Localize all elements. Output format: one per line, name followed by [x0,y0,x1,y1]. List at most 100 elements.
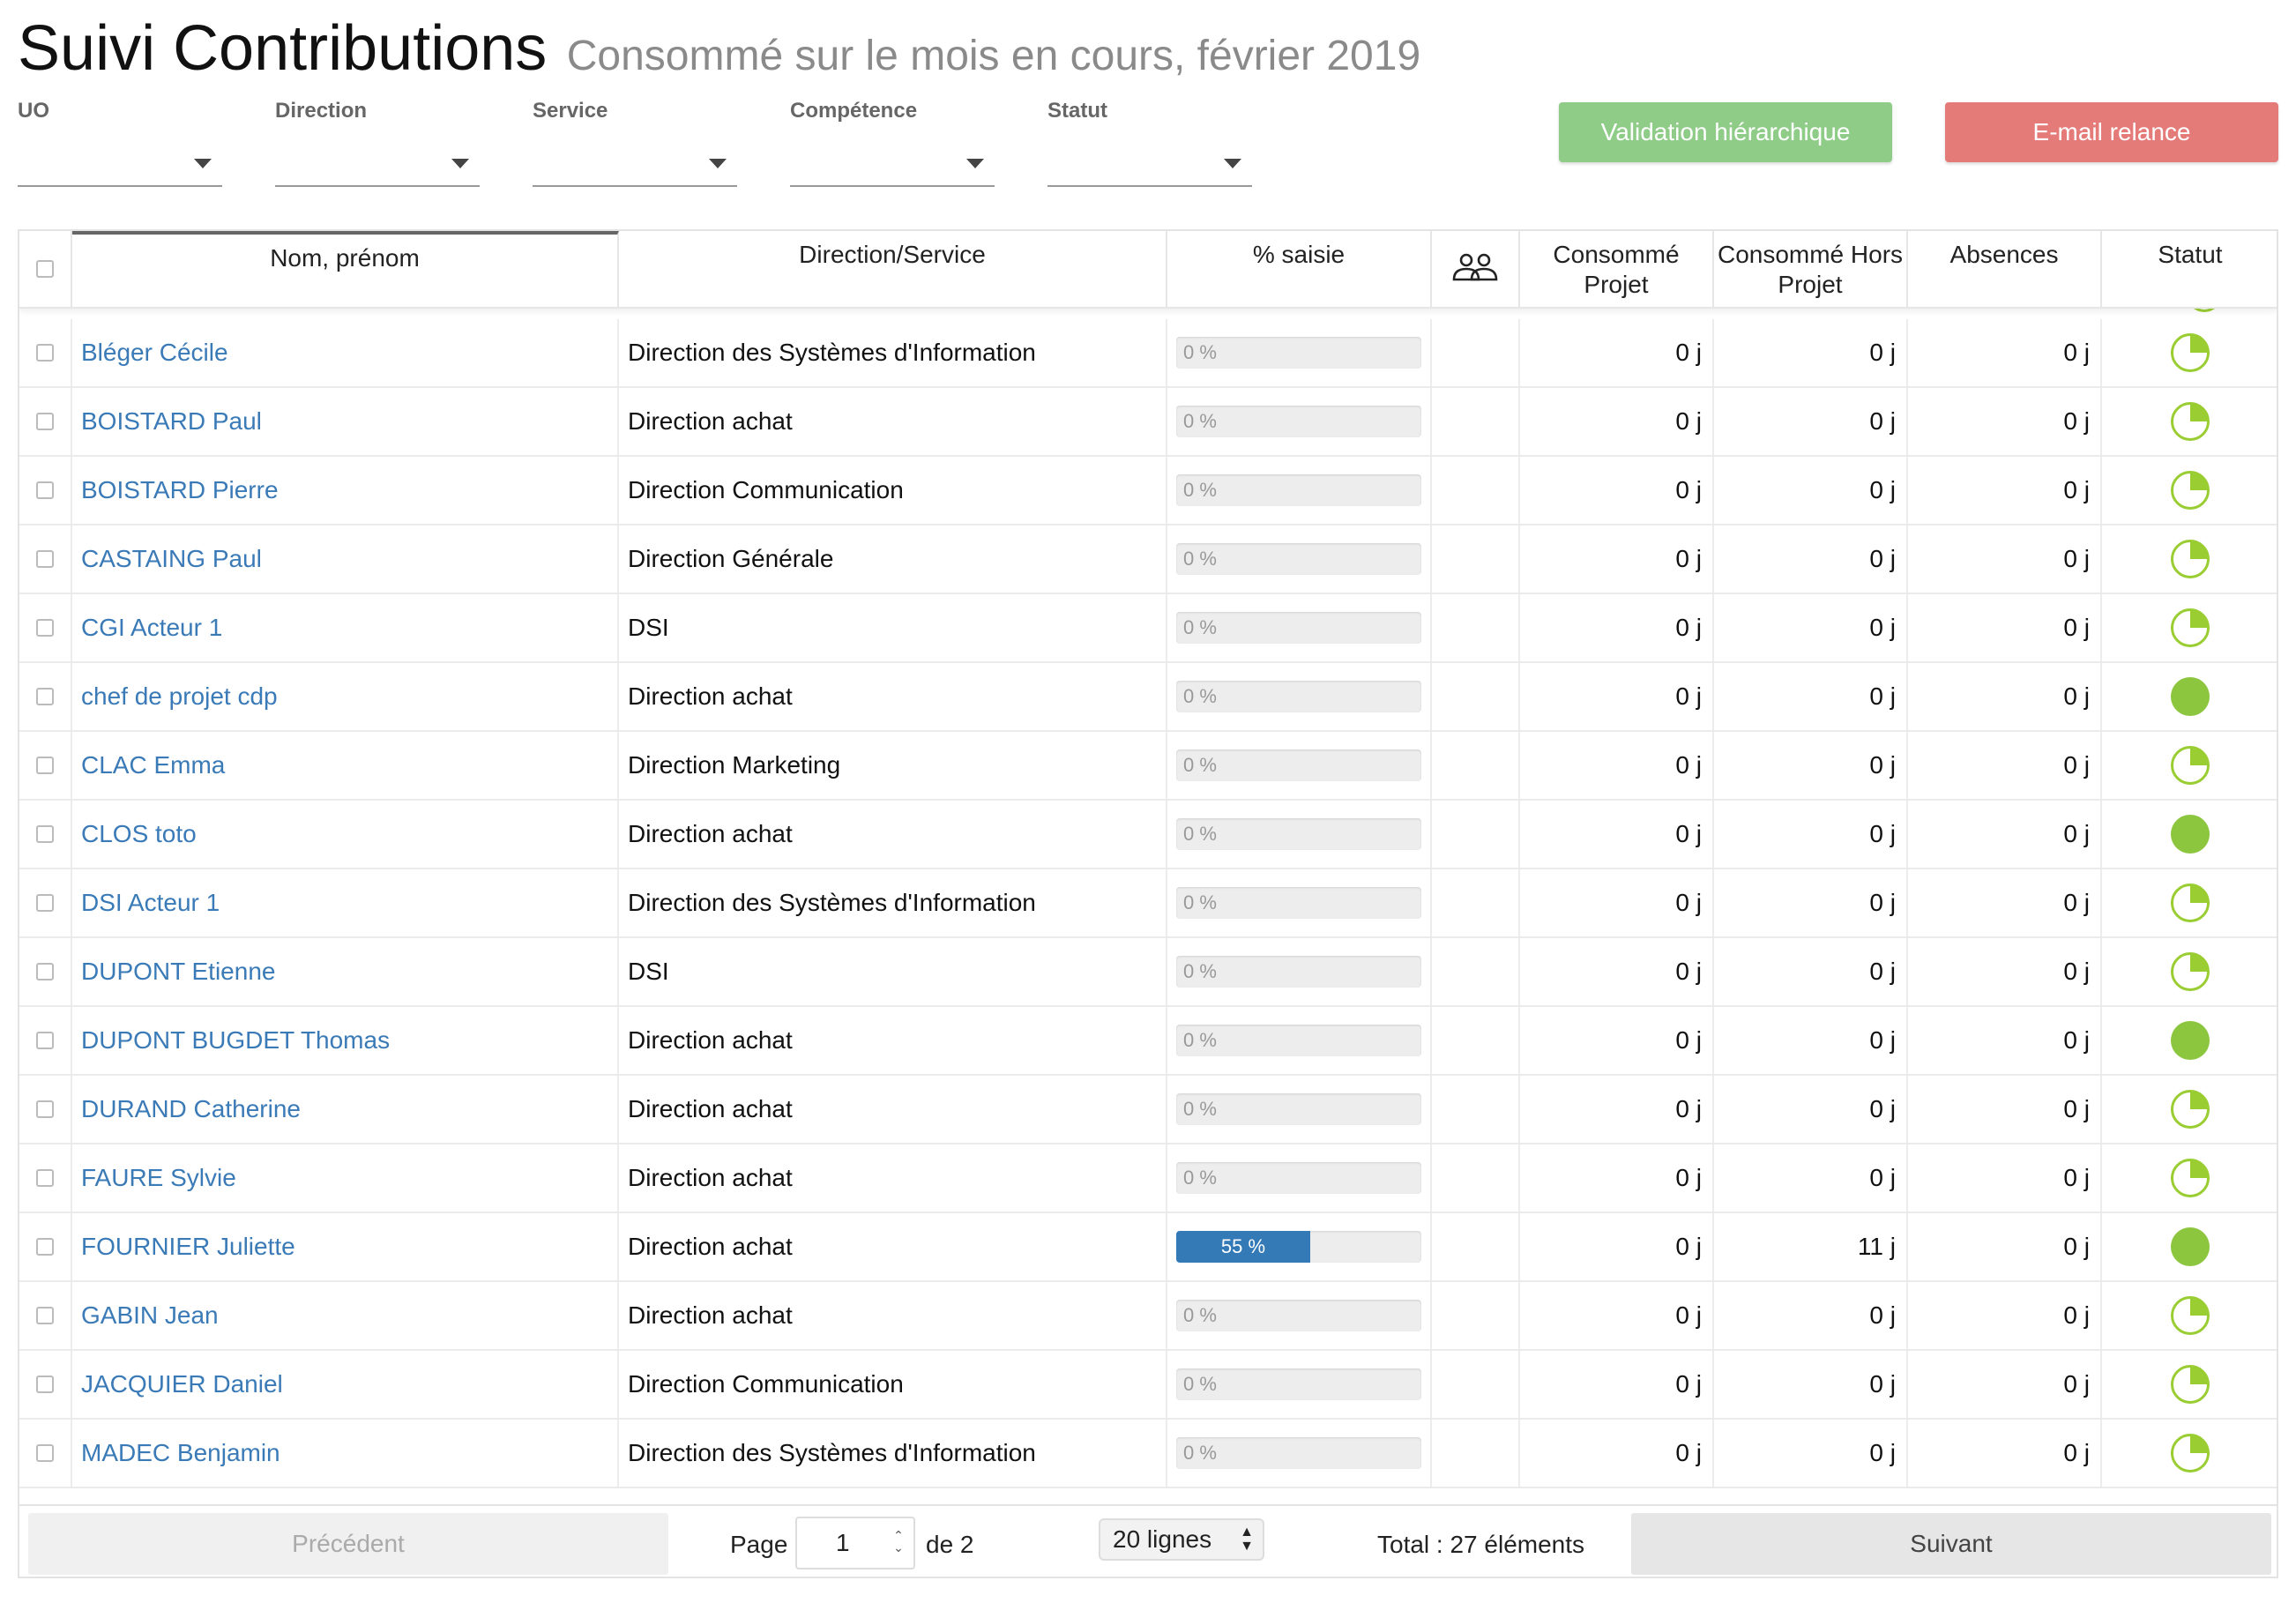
row-name-link[interactable]: BOISTARD Pierre [72,457,619,524]
row-name-link[interactable]: JACQUIER Daniel [72,1351,619,1418]
row-name-link[interactable]: MADEC Benjamin [72,1420,619,1487]
row-name-link[interactable]: Bléger Cécile [72,319,619,386]
table-row[interactable]: DUPONT BUGDET Thomas Direction achat 0 % 0 … [19,1007,2277,1076]
row-saisie-cell: 0 % [1167,1420,1432,1487]
col-header-name[interactable]: Nom, prénom [72,231,619,307]
statut-select[interactable] [1047,145,1252,187]
row-checkbox[interactable] [36,413,54,430]
select-all-checkbox[interactable] [36,260,54,278]
uo-select[interactable] [18,145,222,187]
row-status-cell [2102,594,2277,661]
col-header-saisie[interactable]: % saisie [1167,231,1432,307]
filter-uo: UO [18,99,222,187]
row-checkbox[interactable] [36,619,54,637]
row-group-cell [1432,1076,1520,1143]
row-checkbox[interactable] [36,1032,54,1049]
col-header-group[interactable] [1432,231,1520,307]
row-status-cell [2102,938,2277,1005]
row-name-link[interactable]: chef de projet cdp [72,663,619,730]
filter-service: Service [533,99,737,187]
row-consomme-hors-projet: 0 j [1714,869,1908,936]
row-direction: Direction achat [619,801,1167,868]
row-name-link[interactable]: CGI Acteur 1 [72,594,619,661]
status-pie-icon [2171,471,2210,510]
row-checkbox[interactable] [36,825,54,843]
row-name-link[interactable]: CASTAING Paul [72,526,619,593]
row-checkbox[interactable] [36,1238,54,1256]
row-name-link[interactable]: DUPONT BUGDET Thomas [72,1007,619,1074]
row-name-link[interactable]: DUPONT Etienne [72,938,619,1005]
validation-hierarchique-button[interactable]: Validation hiérarchique [1559,102,1892,162]
col-header-statut[interactable]: Statut [2158,241,2223,268]
rows-per-page-select[interactable]: 20 lignes ▲ ▼ [1099,1518,1264,1561]
table-row[interactable]: MADEC Benjamin Direction des Systèmes d'I… [19,1420,2277,1488]
row-name-link[interactable]: CLOS toto [72,801,619,868]
email-relance-button[interactable]: E-mail relance [1945,102,2278,162]
col-header-consomme-projet[interactable]: Consommé Projet [1520,231,1714,307]
competence-select[interactable] [790,145,995,187]
row-checkbox[interactable] [36,963,54,980]
direction-select[interactable] [275,145,480,187]
service-select[interactable] [533,145,737,187]
col-header-consomme-hors-projet[interactable]: Consommé Hors Projet [1714,231,1908,307]
row-name-link[interactable]: FOURNIER Juliette [72,1213,619,1280]
next-button[interactable]: Suivant [1631,1513,2271,1575]
row-consomme-projet: 0 j [1520,1076,1714,1143]
row-name-link[interactable]: CLAC Emma [72,732,619,799]
row-consomme-projet: 0 j [1520,1420,1714,1487]
row-checkbox[interactable] [36,1444,54,1462]
row-select-cell [19,869,72,936]
previous-button[interactable]: Précédent [28,1513,668,1575]
row-checkbox[interactable] [36,894,54,912]
row-name-link[interactable]: GABIN Jean [72,1282,619,1349]
row-name-link[interactable]: BOISTARD Paul [72,388,619,455]
row-consomme-projet: 0 j [1520,1144,1714,1212]
row-saisie-cell: 0 % [1167,1007,1432,1074]
row-saisie-cell: 55 % [1167,1213,1432,1280]
row-name-link[interactable]: DSI Acteur 1 [72,869,619,936]
row-select-cell [19,1420,72,1487]
row-consomme-hors-projet: 0 j [1714,1420,1908,1487]
row-name-link[interactable]: DURAND Catherine [72,1076,619,1143]
row-saisie-cell: 0 % [1167,1144,1432,1212]
row-checkbox[interactable] [36,1100,54,1118]
row-checkbox[interactable] [36,1307,54,1324]
row-saisie-cell: 0 % [1167,594,1432,661]
row-direction: Direction Communication [619,1351,1167,1418]
table-row[interactable]: Bléger Cécile Direction des Systèmes d'In… [19,319,2277,388]
row-checkbox[interactable] [36,344,54,362]
row-checkbox[interactable] [36,688,54,705]
table-row[interactable]: BOISTARD Pierre Direction Communication 0 … [19,457,2277,526]
saisie-progress-bar: 0 % [1176,406,1421,437]
table-row[interactable]: DSI Acteur 1 Direction des Systèmes d'Inf… [19,869,2277,938]
saisie-progress-label: 0 % [1183,548,1217,570]
row-checkbox[interactable] [36,1169,54,1187]
status-pie-icon [2171,815,2210,854]
col-header-absences[interactable]: Absences [1908,231,2102,307]
row-direction: Direction Marketing [619,732,1167,799]
row-group-cell [1432,1351,1520,1418]
table-row[interactable]: JACQUIER Daniel Direction Communication 0 … [19,1351,2277,1420]
saisie-progress-label: 0 % [1183,1098,1217,1120]
row-status-cell [2102,1282,2277,1349]
status-pie-icon [2171,1159,2210,1197]
row-name-link[interactable]: FAURE Sylvie [72,1144,619,1212]
row-checkbox[interactable] [36,481,54,499]
row-checkbox[interactable] [36,757,54,774]
row-checkbox[interactable] [36,550,54,568]
page-number-input[interactable]: 1 ⌃ ⌄ [795,1517,915,1569]
row-checkbox[interactable] [36,1376,54,1393]
spinner-arrows-icon[interactable]: ⌃ ⌄ [893,1528,904,1555]
col-header-direction[interactable]: Direction/Service [619,231,1167,307]
